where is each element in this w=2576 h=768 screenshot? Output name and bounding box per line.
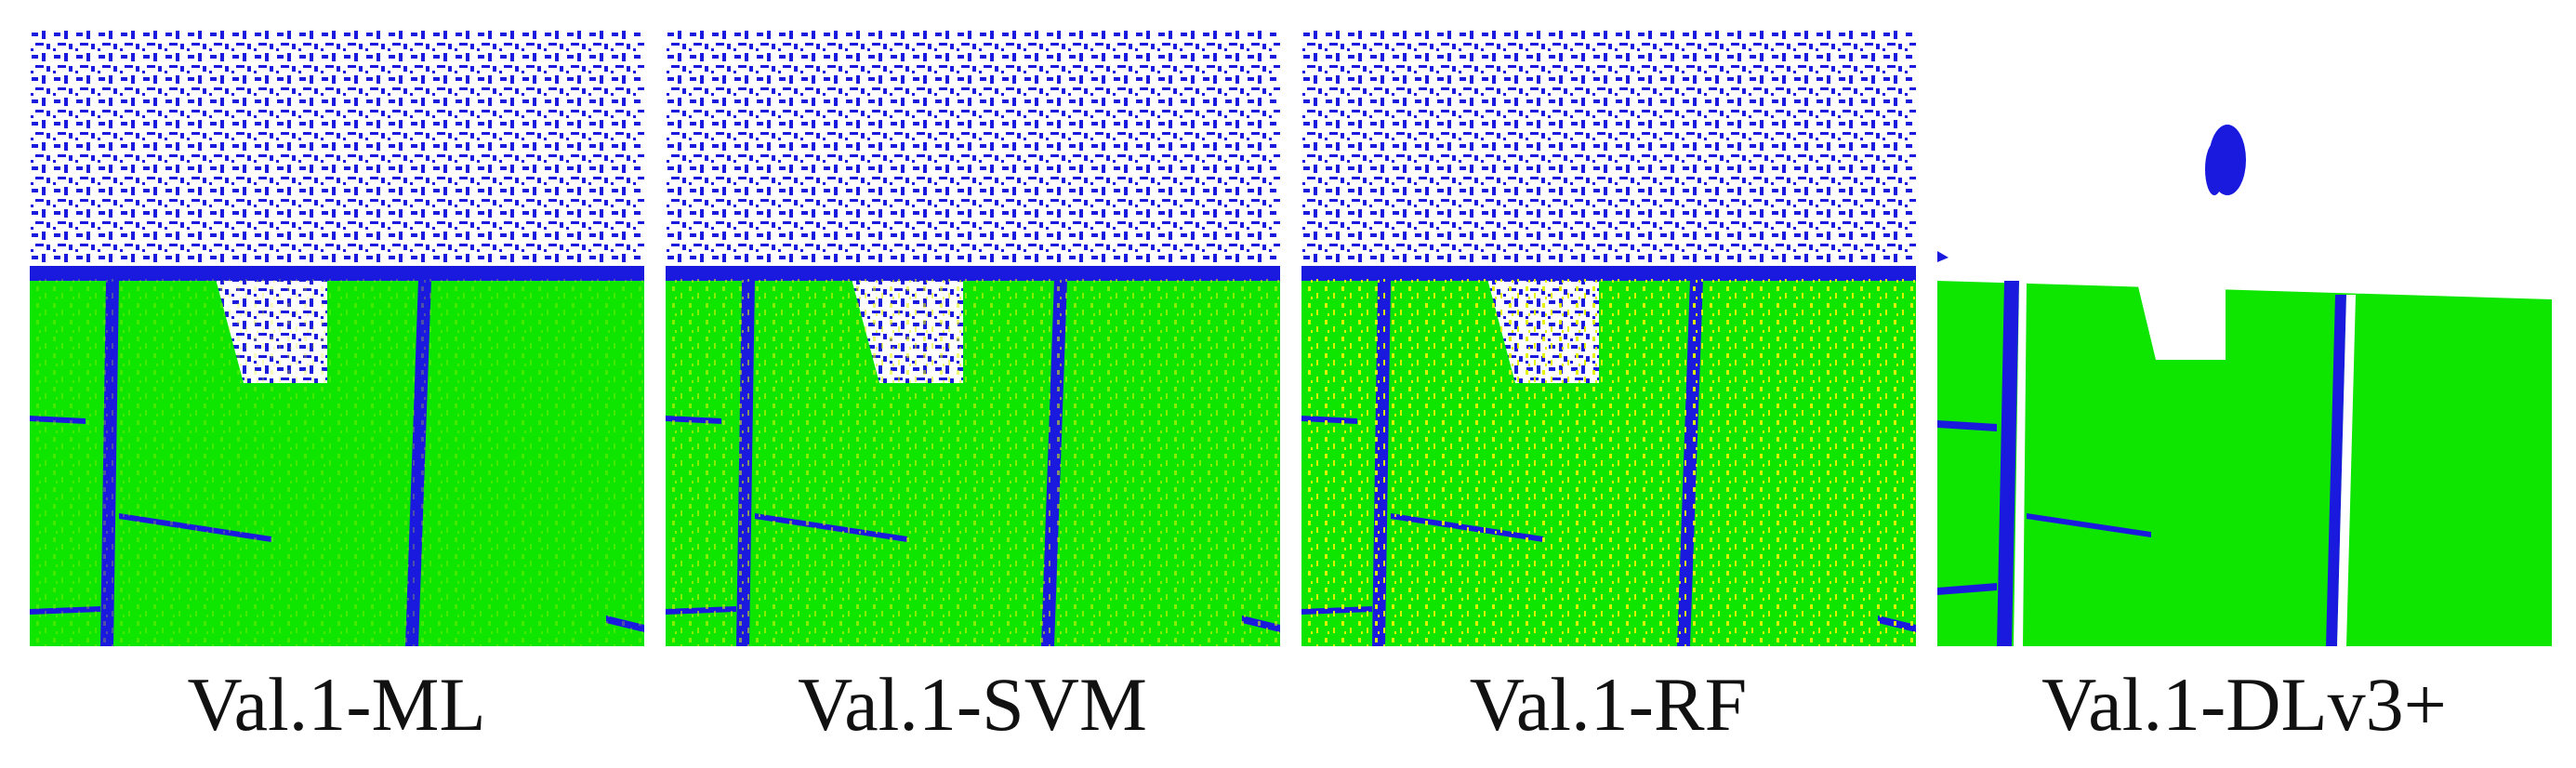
panel-ml: Val.1-ML — [30, 30, 644, 747]
panel-rf: Val.1-RF — [1301, 30, 1916, 747]
panel-dlv3: Val.1-DLv3+ — [1937, 30, 2552, 747]
caption: Val.1-DLv3+ — [2041, 662, 2447, 747]
caption: Val.1-SVM — [798, 662, 1147, 747]
caption: Val.1-RF — [1470, 662, 1747, 747]
caption: Val.1-ML — [187, 662, 485, 747]
panel-svm: Val.1-SVM — [666, 30, 1280, 747]
